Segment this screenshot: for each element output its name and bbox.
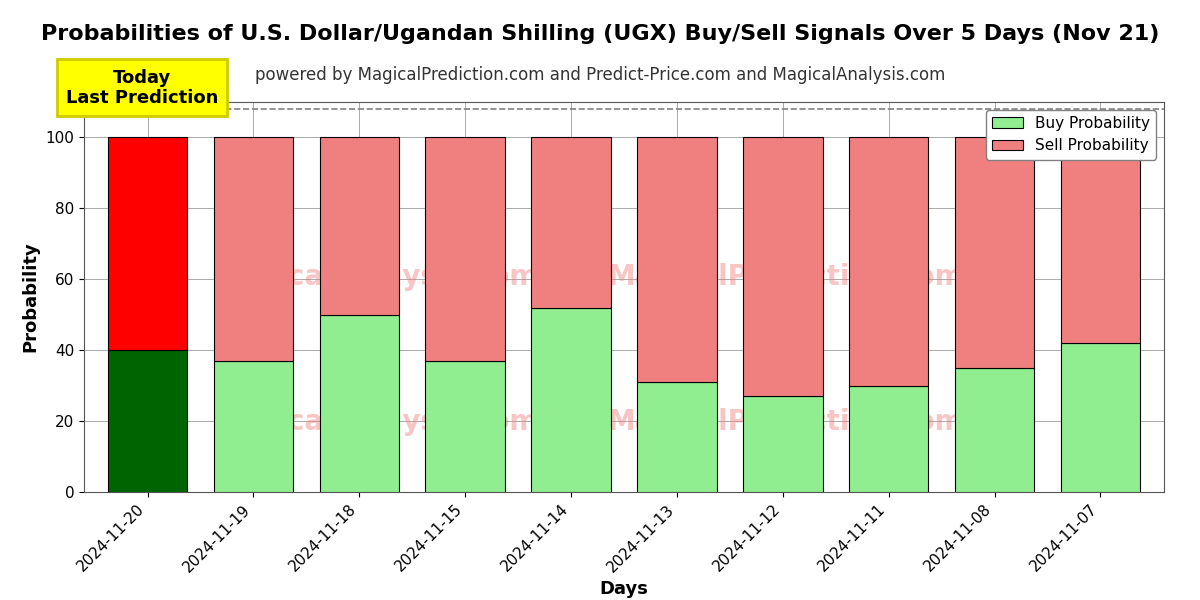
Text: MagicalPrediction.com: MagicalPrediction.com: [607, 408, 965, 436]
Bar: [214, 137, 293, 361]
Bar: [214, 361, 293, 492]
Bar: [955, 368, 1034, 492]
Text: MagicalAnalysis.com: MagicalAnalysis.com: [212, 263, 539, 292]
Text: MagicalAnalysis.com: MagicalAnalysis.com: [212, 408, 539, 436]
Text: powered by MagicalPrediction.com and Predict-Price.com and MagicalAnalysis.com: powered by MagicalPrediction.com and Pre…: [254, 66, 946, 84]
Bar: [108, 137, 187, 350]
Text: Today
Last Prediction: Today Last Prediction: [66, 68, 218, 107]
Bar: [319, 137, 400, 315]
Bar: [1061, 137, 1140, 343]
Bar: [955, 137, 1034, 368]
Bar: [743, 137, 822, 396]
Bar: [850, 386, 929, 492]
Bar: [426, 361, 505, 492]
Bar: [637, 382, 716, 492]
Bar: [637, 137, 716, 382]
Bar: [426, 137, 505, 361]
Bar: [1061, 343, 1140, 492]
Y-axis label: Probability: Probability: [22, 242, 40, 352]
Legend: Buy Probability, Sell Probability: Buy Probability, Sell Probability: [986, 110, 1157, 160]
Bar: [319, 315, 400, 492]
Text: MagicalPrediction.com: MagicalPrediction.com: [607, 263, 965, 292]
Bar: [743, 396, 822, 492]
Text: Probabilities of U.S. Dollar/Ugandan Shilling (UGX) Buy/Sell Signals Over 5 Days: Probabilities of U.S. Dollar/Ugandan Shi…: [41, 24, 1159, 44]
X-axis label: Days: Days: [600, 580, 648, 598]
Bar: [532, 137, 611, 308]
Bar: [108, 350, 187, 492]
Bar: [850, 137, 929, 386]
Bar: [532, 308, 611, 492]
